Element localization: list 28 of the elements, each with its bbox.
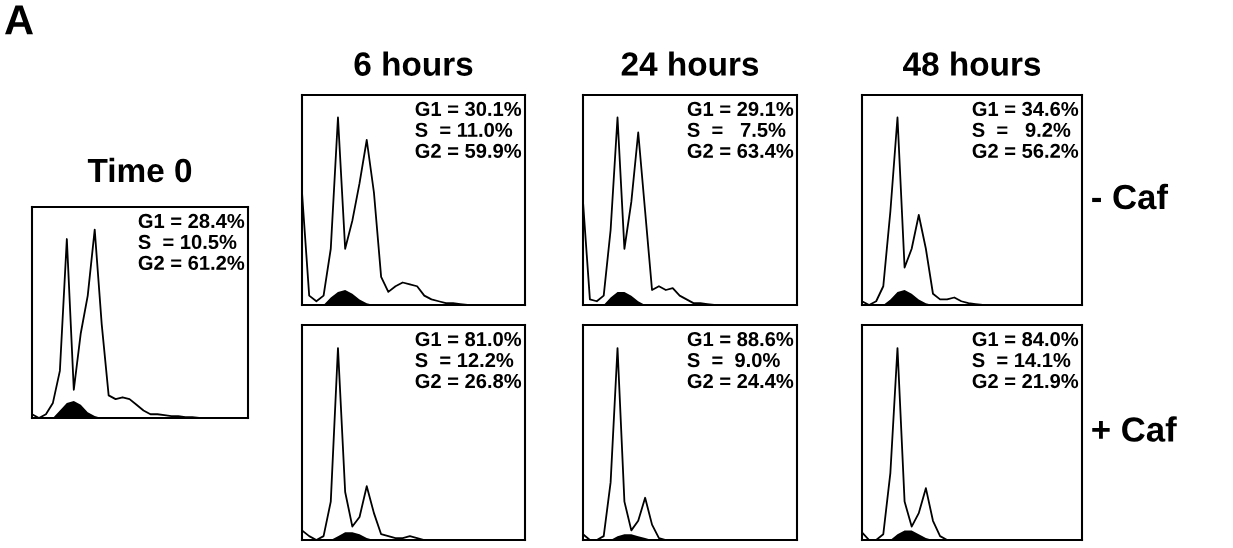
annotation: S = 7.5% xyxy=(687,122,786,138)
text: G1 = 88.6% xyxy=(687,331,794,347)
annotation: G2 = 56.2% xyxy=(972,143,1079,159)
chart-title: 48 hours xyxy=(903,51,1041,76)
text: G1 = 29.1% xyxy=(687,101,794,117)
text: G1 = 28.4% xyxy=(138,213,245,229)
annotation: S = 11.0% xyxy=(415,122,513,138)
annotation: S = 9.2% xyxy=(972,122,1071,138)
annotation: G2 = 59.9% xyxy=(415,143,522,159)
text: G1 = 30.1% xyxy=(415,101,522,117)
annotation: G2 = 21.9% xyxy=(972,373,1079,389)
annotation: S = 12.2% xyxy=(415,352,514,368)
annotation: G2 = 26.8% xyxy=(415,373,522,389)
chart-title: 6 hours xyxy=(354,51,473,76)
annotation: S = 9.0% xyxy=(687,352,780,368)
annotation: S = 10.5% xyxy=(138,234,237,250)
text: G1 = 84.0% xyxy=(972,331,1079,347)
text: A xyxy=(5,5,33,35)
text: + Caf xyxy=(1092,416,1177,442)
annotation: G2 = 24.4% xyxy=(687,373,794,389)
text: G1 = 81.0% xyxy=(415,331,522,347)
chart-title: Time 0 xyxy=(87,157,192,183)
annotation: S = 14.1% xyxy=(972,352,1071,368)
text: - Caf xyxy=(1092,183,1169,210)
annotation: G2 = 61.2% xyxy=(138,255,245,271)
text: G1 = 34.6% xyxy=(972,101,1079,117)
chart-title: 24 hours xyxy=(621,51,759,76)
annotation: G2 = 63.4% xyxy=(687,143,794,159)
